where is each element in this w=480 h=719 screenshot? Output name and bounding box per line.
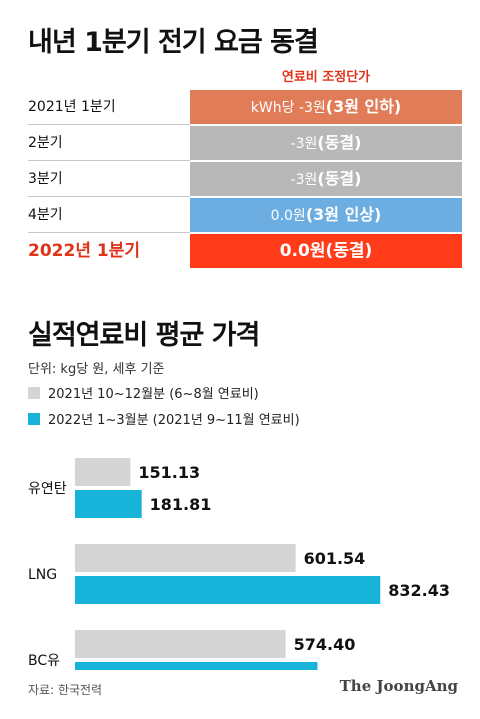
category-label: LNG xyxy=(28,567,57,583)
table-row: 3분기 -3원(동결) xyxy=(28,162,462,197)
legend-item-prev: 2021년 10~12월분 (6~8월 연료비) xyxy=(28,386,259,404)
category-label: 유연탄 xyxy=(28,481,67,497)
fuel-cost-bar-chart: 유연탄 151.13 181.81 LNG 601.54 832.43 BC유 574.40 6… xyxy=(28,458,450,670)
bar-prev xyxy=(75,544,296,572)
main-title: 내년 1분기 전기 요금 동결 xyxy=(28,27,319,58)
row-value-prefix: 0.0원 xyxy=(270,208,306,224)
row-label: 3분기 xyxy=(28,171,63,187)
row-value-cell: -3원(동결) xyxy=(190,126,462,160)
row-divider xyxy=(28,124,190,125)
legend-item-new: 2022년 1~3월분 (2021년 9~11월 연료비) xyxy=(28,412,300,430)
bar-new xyxy=(75,662,318,670)
row-value-cell: kWh당 -3원(3원 인하) xyxy=(190,90,462,124)
chart-title: 실적연료비 평균 가격 xyxy=(28,320,260,351)
row-value-emphasis: (3원 인상) xyxy=(305,205,382,224)
table-row: 2분기 -3원(동결) xyxy=(28,126,462,161)
bar-value-label: 601.54 xyxy=(304,549,366,568)
row-value-cell: 0.0원(3원 인상) xyxy=(190,198,462,232)
bar-new xyxy=(75,576,381,604)
table-row: 2021년 1분기 kWh당 -3원(3원 인하) xyxy=(28,90,462,125)
table-column-header: 연료비 조정단가 xyxy=(281,70,371,85)
table-row: 4분기 0.0원(3원 인상) xyxy=(28,198,462,233)
bar-value-label: 832.43 xyxy=(388,581,450,600)
table-row-highlight: 2022년 1분기 0.0원(동결) xyxy=(28,234,462,269)
row-label: 4분기 xyxy=(28,207,63,223)
legend-label-prev: 2021년 10~12월분 (6~8월 연료비) xyxy=(48,387,259,402)
category-label: BC유 xyxy=(28,653,60,669)
bar-value-label: 574.40 xyxy=(294,635,356,654)
row-value-prefix: 0.0원 xyxy=(279,241,326,261)
bar-new xyxy=(75,490,142,518)
row-value-cell: -3원(동결) xyxy=(190,162,462,196)
row-value-cell: 0.0원(동결) xyxy=(190,234,462,268)
row-label: 2022년 1분기 xyxy=(28,241,140,261)
bar-value-label: 661.27 xyxy=(325,667,387,670)
legend-label-new: 2022년 1~3월분 (2021년 9~11월 연료비) xyxy=(48,413,300,428)
row-value-prefix: -3원 xyxy=(290,136,318,152)
row-value-emphasis: (동결) xyxy=(317,169,362,188)
row-value-prefix: kWh당 -3원 xyxy=(250,100,326,116)
row-label: 2021년 1분기 xyxy=(28,99,116,115)
row-value-emphasis: (동결) xyxy=(325,241,373,261)
bar-prev xyxy=(75,630,286,658)
bar-prev xyxy=(75,458,131,486)
row-divider xyxy=(28,196,190,197)
brand-logo: The JoongAng xyxy=(339,677,458,695)
row-divider xyxy=(28,160,190,161)
row-label: 2분기 xyxy=(28,135,63,151)
bar-value-label: 181.81 xyxy=(150,495,212,514)
unit-note: 단위: kg당 원, 세후 기준 xyxy=(28,362,165,377)
row-value-prefix: -3원 xyxy=(290,172,318,188)
row-value-emphasis: (3원 인하) xyxy=(325,97,402,116)
bar-value-label: 151.13 xyxy=(138,463,200,482)
row-value-emphasis: (동결) xyxy=(317,133,362,152)
legend-swatch-new xyxy=(28,413,40,425)
legend-swatch-prev xyxy=(28,387,40,399)
row-divider xyxy=(28,232,190,233)
source-note: 자료: 한국전력 xyxy=(28,683,103,697)
